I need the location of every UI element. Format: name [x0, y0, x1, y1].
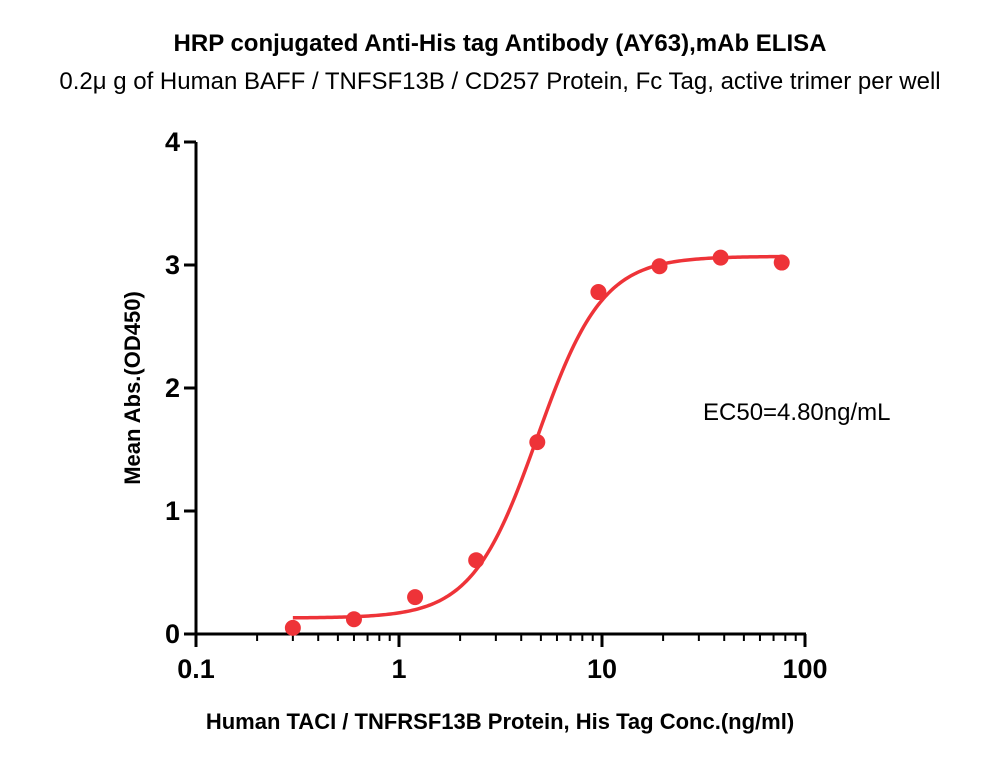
x-tick-label: 10	[587, 654, 617, 684]
chart-subtitle: 0.2μ g of Human BAFF / TNFSF13B / CD257 …	[59, 68, 941, 95]
data-point	[529, 434, 546, 451]
chart-title: HRP conjugated Anti-His tag Antibody (AY…	[173, 30, 827, 57]
data-point	[651, 258, 668, 275]
ec50-annotation: EC50=4.80ng/mL	[703, 399, 890, 426]
y-tick-label: 3	[165, 250, 180, 280]
y-tick-label: 1	[165, 496, 180, 526]
y-tick-label: 4	[165, 127, 180, 157]
x-axis-label: Human TACI / TNFRSF13B Protein, His Tag …	[206, 709, 794, 734]
x-tick-label: 1	[391, 654, 406, 684]
y-tick-label: 2	[165, 373, 180, 403]
data-point	[407, 589, 424, 606]
y-tick-label: 0	[165, 619, 180, 649]
data-point	[773, 254, 790, 271]
x-tick-label: 100	[782, 654, 827, 684]
data-point	[468, 552, 485, 569]
data-point	[712, 249, 729, 266]
x-tick-label: 0.1	[177, 654, 215, 684]
data-point	[345, 611, 362, 628]
data-point	[284, 619, 301, 636]
y-axis-label: Mean Abs.(OD450)	[120, 291, 145, 485]
data-point	[590, 284, 607, 301]
